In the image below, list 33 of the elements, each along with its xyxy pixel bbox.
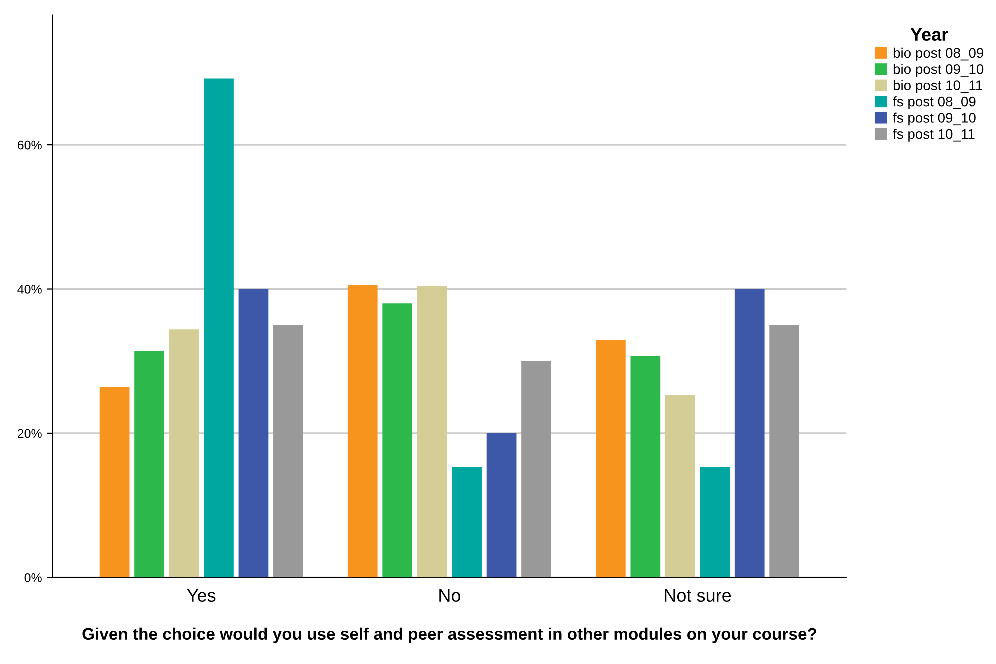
bar [169, 330, 200, 578]
bar [382, 304, 413, 578]
bar [630, 356, 661, 578]
legend-label: bio post 09_10 [894, 64, 984, 78]
legend-title: Year [910, 28, 948, 42]
bar [100, 387, 130, 578]
bar [770, 325, 800, 578]
legend-label: fs post 09_10 [893, 112, 976, 126]
legend-label: bio post 10_11 [894, 80, 982, 94]
bar [274, 325, 304, 578]
bar [700, 467, 730, 578]
bar [417, 286, 448, 578]
x-tick-label: Not sure [665, 589, 732, 602]
bar [486, 433, 517, 578]
bar [734, 289, 765, 578]
y-tick-label: 20% [18, 429, 42, 438]
bar [238, 289, 269, 578]
bar [596, 340, 626, 578]
legend-label: fs post 10_11 [893, 128, 975, 142]
x-axis-title: Given the choice would you use self and peer assessment in other modules on your course? [82, 628, 816, 644]
x-tick-label: No [440, 589, 460, 602]
x-tick-label: Yes [187, 589, 216, 602]
legend-label: fs post 08_09 [893, 96, 976, 110]
legend-label: bio post 08_09 [894, 48, 984, 61]
bar [204, 78, 234, 578]
bar [134, 351, 164, 578]
y-tick-label: 60% [18, 140, 42, 150]
bar [452, 467, 482, 578]
y-tick-label: 0% [24, 573, 42, 582]
bar [665, 395, 696, 578]
bar [348, 284, 378, 578]
bar [522, 361, 552, 578]
y-tick-label: 40% [18, 285, 42, 294]
